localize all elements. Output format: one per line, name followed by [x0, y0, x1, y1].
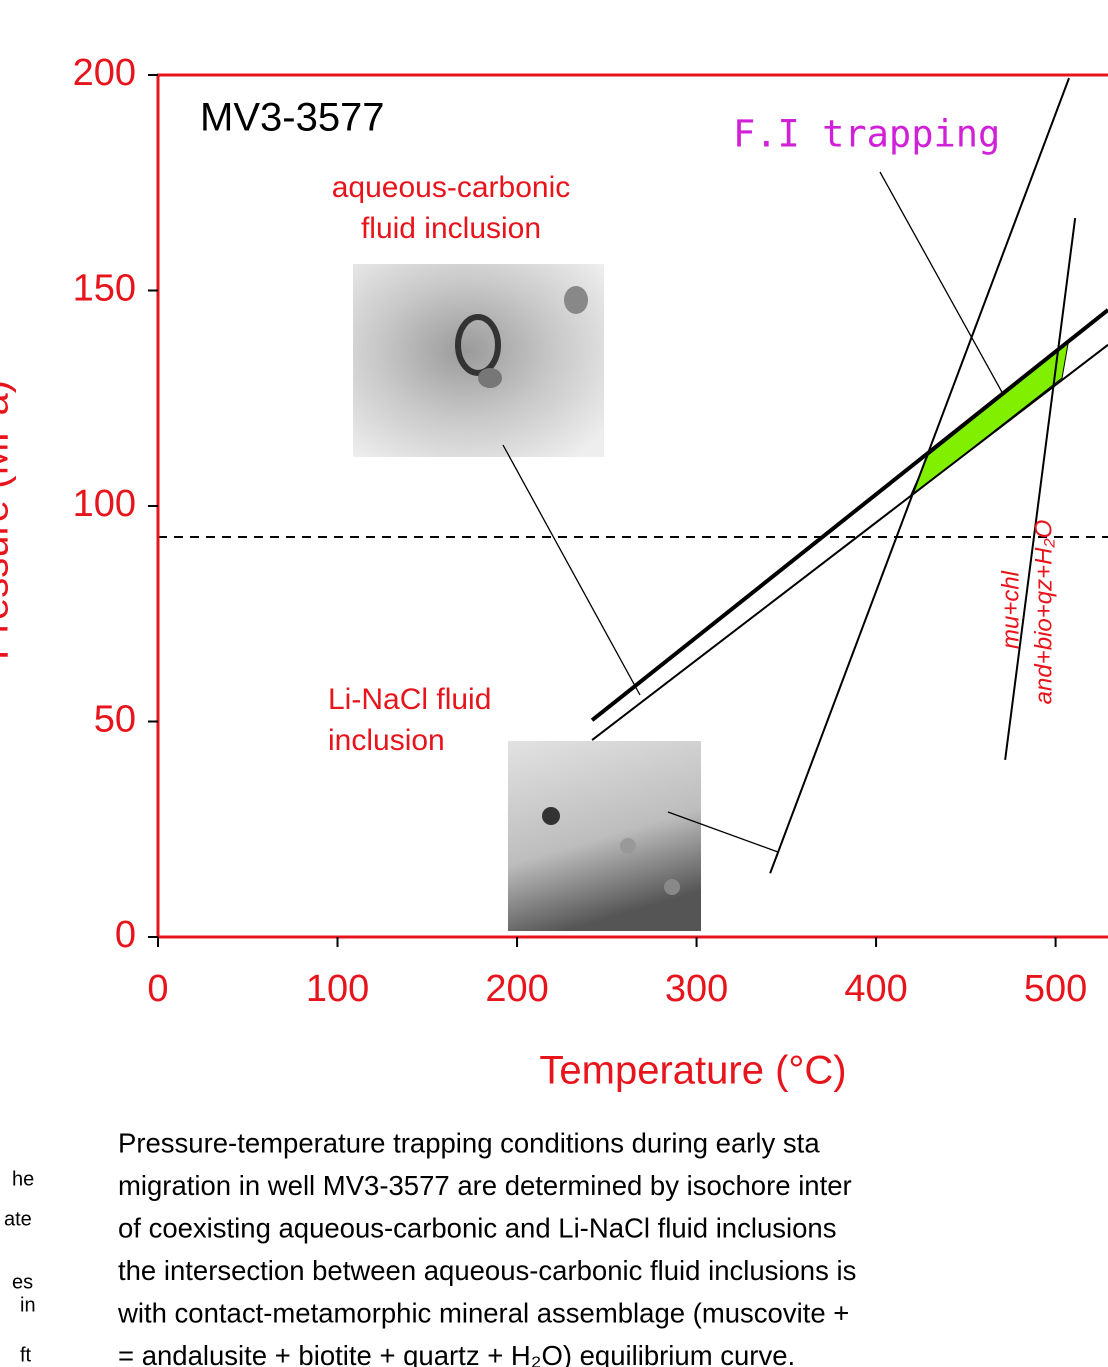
caption-line: = andalusite + biotite + quartz + H₂O) e… [118, 1340, 795, 1367]
isochore-line [1004, 217, 1077, 760]
annotation: fluid inclusion [361, 212, 541, 245]
x-tick-label: 500 [1024, 968, 1087, 1010]
photo-aqueous-carbonic [353, 264, 604, 457]
x-tick-label: 100 [306, 968, 369, 1010]
trapping-area [909, 341, 1069, 498]
leaders [502, 171, 1009, 853]
photo-detail [542, 807, 560, 825]
leader-line [502, 444, 641, 696]
plot [158, 77, 1108, 874]
caption-line: migration in well MV3-3577 are determine… [118, 1170, 852, 1201]
isochore-line [769, 77, 1070, 874]
side-text: ft [20, 1344, 32, 1366]
y-tick-label: 0 [115, 914, 136, 956]
annotation: Li-NaCl fluid [328, 683, 491, 716]
leader-line [667, 811, 779, 853]
chart-title: MV3-3577 [200, 96, 385, 140]
photo-detail [564, 286, 588, 314]
x-tick-label: 400 [844, 968, 907, 1010]
caption-line: of coexisting aqueous-carbonic and Li-Na… [118, 1212, 836, 1243]
caption-line: Pressure-temperature trapping conditions… [118, 1127, 820, 1158]
y-tick-label: 100 [73, 483, 136, 525]
annotation: F.I trapping [733, 113, 1000, 156]
leader-line [879, 171, 1009, 404]
photo-detail [455, 314, 501, 376]
caption: Pressure-temperature trapping conditions… [4, 1127, 856, 1367]
isochore-line [591, 344, 1108, 741]
y-tick-label: 50 [94, 699, 136, 741]
photo-detail [664, 879, 680, 895]
photo-detail [620, 838, 636, 854]
annotation: and+bio+qz+H₂O [1030, 520, 1057, 705]
x-tick-label: 0 [147, 968, 168, 1010]
x-tick-label: 200 [485, 968, 548, 1010]
y-axis-label: Pressure (MPa) [0, 380, 17, 660]
annotation: mu+chl [997, 570, 1024, 649]
y-tick-label: 150 [73, 268, 136, 310]
annotation: aqueous-carbonic [332, 171, 571, 204]
isochore-line [590, 308, 1108, 722]
side-text: he [12, 1168, 34, 1190]
side-text: ate [4, 1208, 32, 1230]
side-text: in [20, 1294, 36, 1316]
photo-detail [478, 368, 502, 388]
y-tick-label: 200 [73, 52, 136, 94]
side-text: es [12, 1271, 33, 1293]
annotation: inclusion [328, 724, 445, 757]
x-axis-label: Temperature (°C) [539, 1049, 846, 1093]
caption-line: the intersection between aqueous-carboni… [118, 1255, 856, 1286]
x-tick-label: 300 [665, 968, 728, 1010]
photo-li-nacl [508, 741, 701, 931]
caption-line: with contact-metamorphic mineral assembl… [117, 1297, 849, 1328]
